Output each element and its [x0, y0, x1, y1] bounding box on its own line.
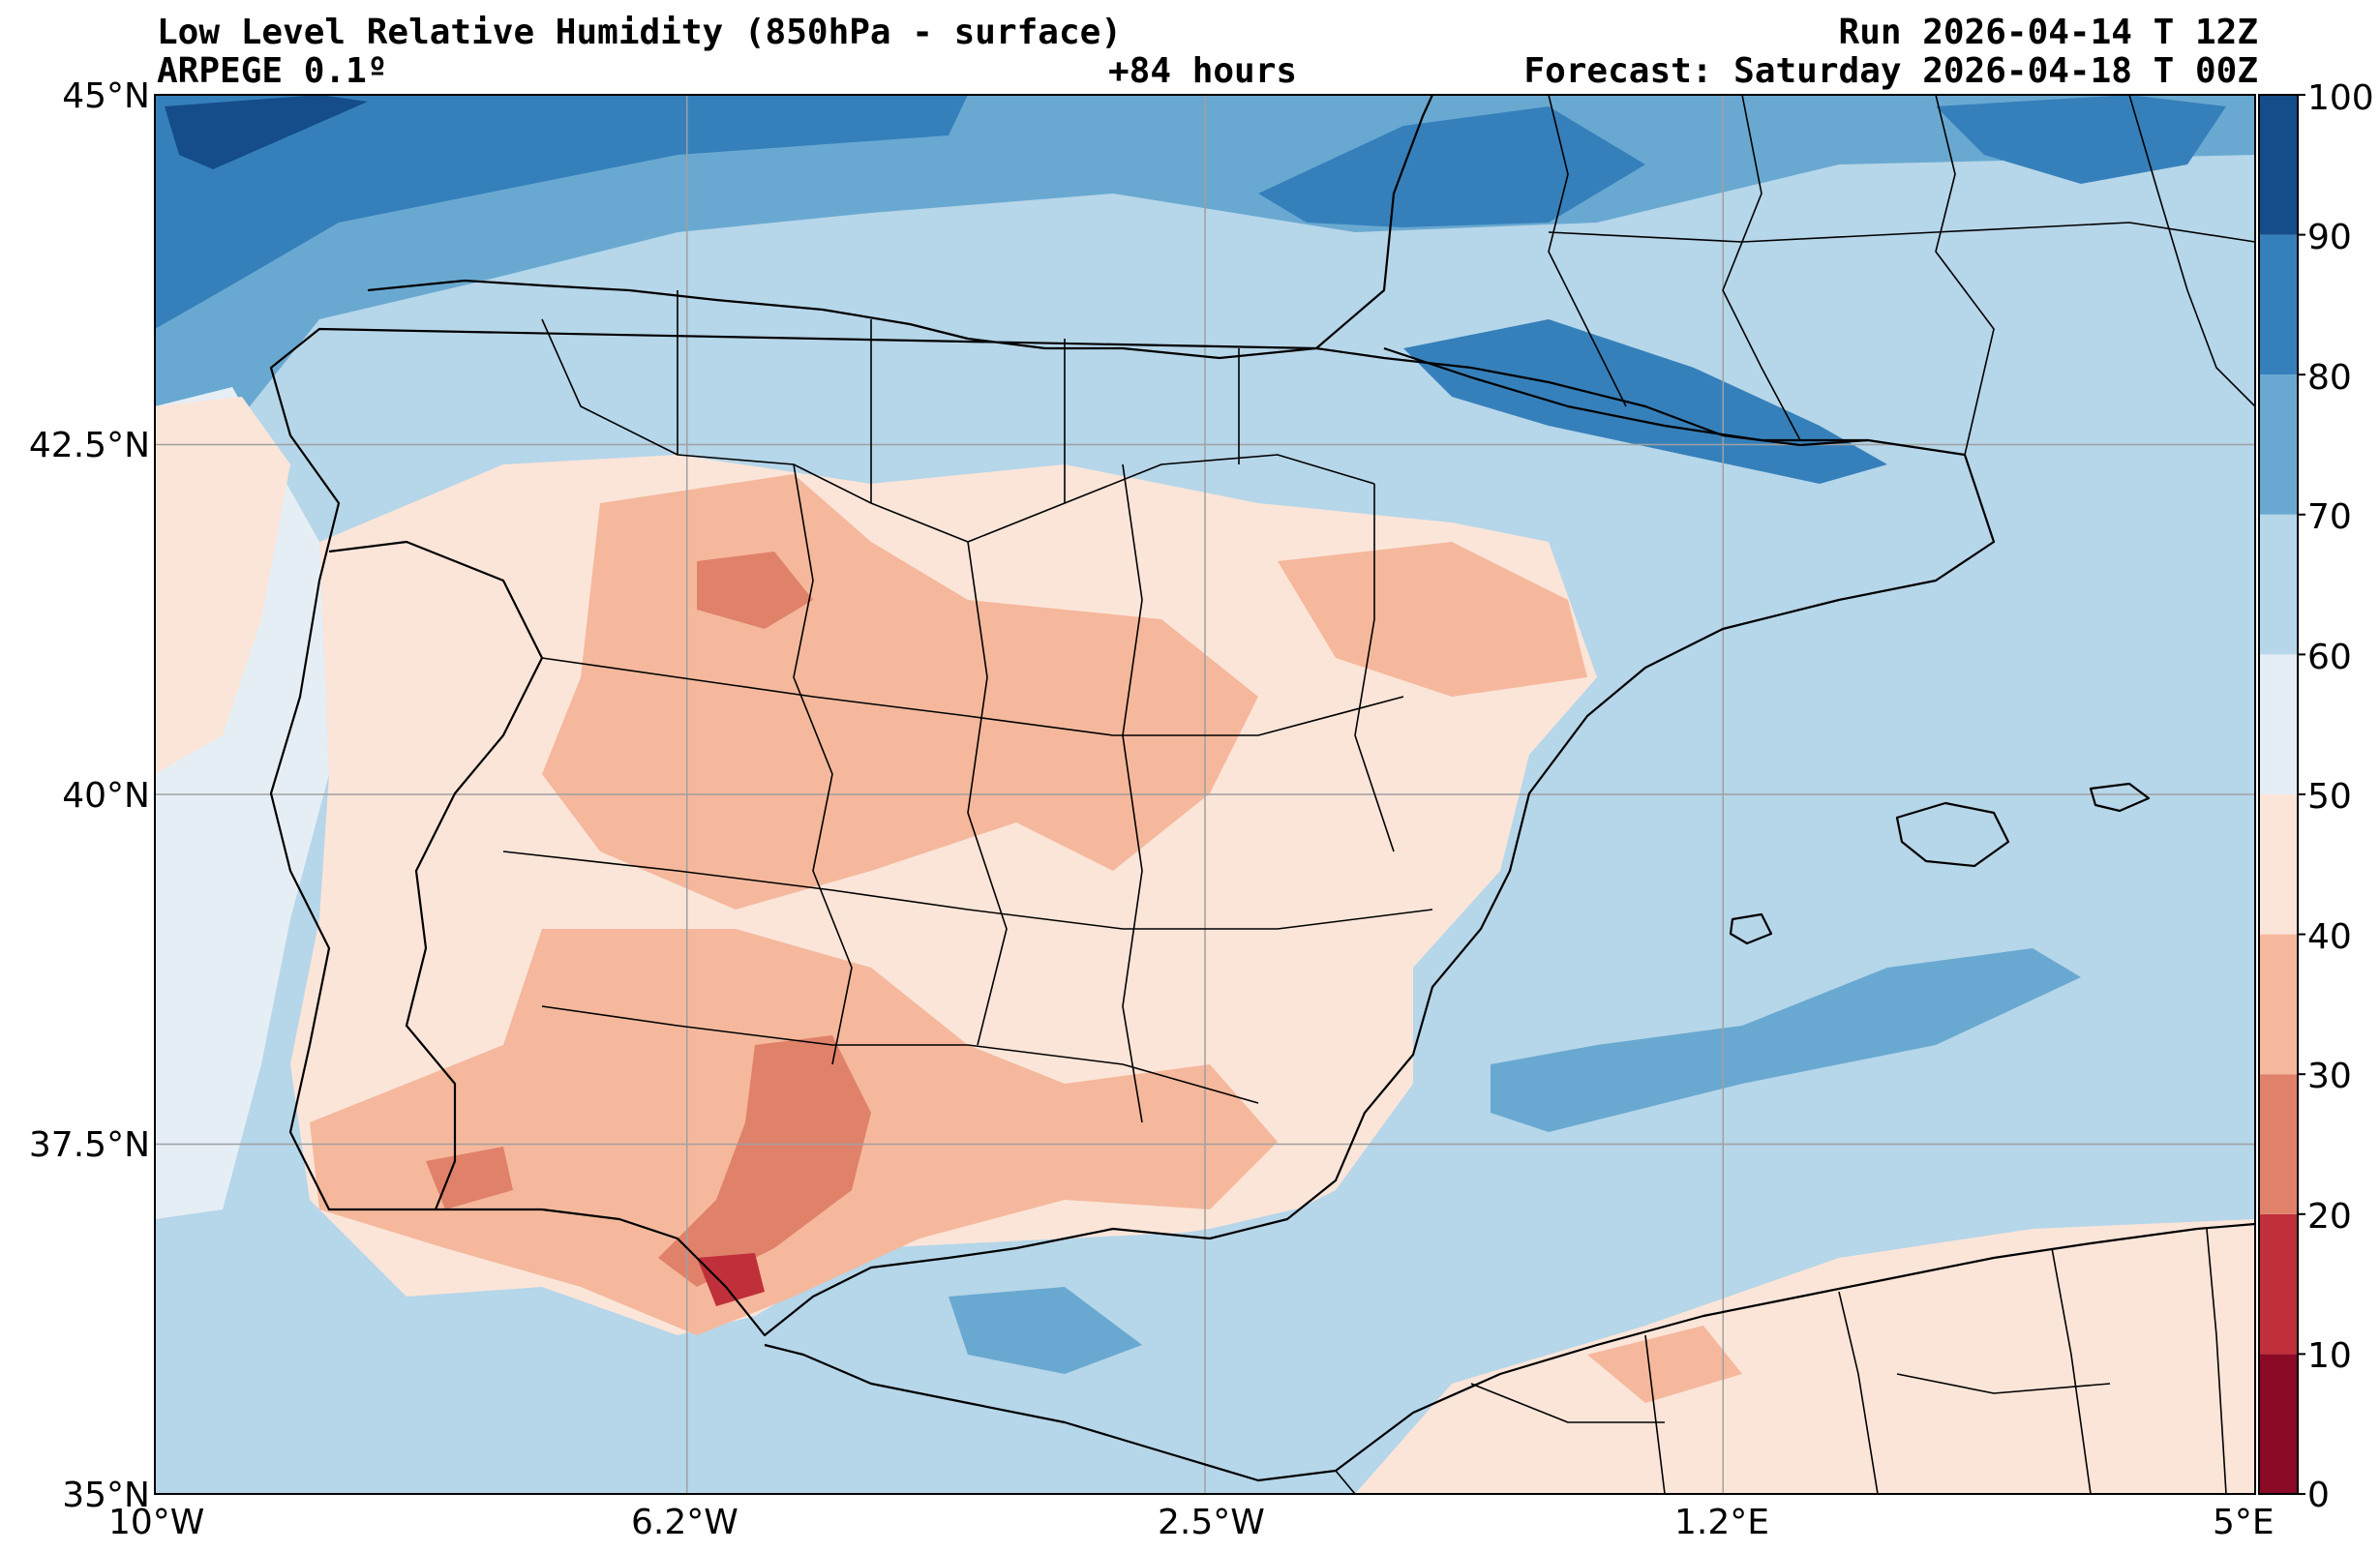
colorbar-tick-label: 40 — [2307, 917, 2352, 957]
spain-france-border — [1383, 346, 1868, 442]
colorbar-segment — [2259, 934, 2298, 1075]
colorbar-tick-label: 90 — [2307, 218, 2352, 257]
colorbar-tick-label: 80 — [2307, 358, 2352, 398]
model-label: ARPEGE 0.1º — [157, 51, 388, 91]
lon-tick-label: 1.2°E — [1674, 1503, 1769, 1542]
ibiza-coastline — [1729, 912, 1773, 945]
humidity-band-40-50-northafrica — [1355, 1219, 2255, 1494]
lat-tick-label: 35°N — [62, 1476, 150, 1515]
colorbar-segment — [2259, 1213, 2298, 1355]
map-title: Low Level Relative Humidity (850hPa - su… — [157, 13, 1122, 52]
lon-tick-label: 2.5°W — [1158, 1503, 1265, 1542]
forecast-time-label: Forecast: Saturday 2026-04-18 T 00Z — [1523, 51, 2258, 91]
colorbar-segment — [2259, 95, 2298, 235]
colorbar-segment — [2259, 374, 2298, 515]
humidity-band-20-30-duero — [697, 552, 813, 629]
province-borders — [502, 290, 1433, 1123]
colorbar-segment — [2259, 514, 2298, 655]
lat-tick-label: 42.5°N — [28, 426, 150, 465]
colorbar-tick-label: 60 — [2307, 638, 2352, 677]
colorbar-segment — [2259, 1354, 2298, 1494]
humidity-band-60-70-mediterranean — [871, 542, 2255, 1422]
mallorca-coastline — [1895, 801, 2010, 868]
colorbar-segment — [2259, 794, 2298, 935]
humidity-band-80-90-northeast — [1936, 95, 2226, 184]
humidity-band-70-80-northwest — [155, 95, 2255, 503]
humidity-band-10-20-strait — [697, 1253, 765, 1306]
humidity-band-90-100-northwest — [165, 95, 368, 169]
run-label: Run 2026-04-14 T 12Z — [1838, 13, 2258, 52]
humidity-band-20-30-guadalquivir — [658, 1035, 871, 1287]
colorbar-tick-label: 10 — [2307, 1336, 2352, 1376]
lat-tick-label: 45°N — [62, 76, 150, 116]
france-borders — [1548, 95, 2255, 456]
lat-tick-label: 37.5°N — [28, 1125, 150, 1165]
humidity-band-80-90-northwest — [155, 95, 968, 329]
humidity-band-70-80-mediterranean — [1491, 948, 2081, 1132]
menorca-coastline — [2089, 782, 2151, 813]
colorbar-tick-label: 20 — [2307, 1197, 2352, 1237]
plot-frame — [154, 94, 2256, 1495]
coastlines-and-borders — [269, 95, 2255, 1494]
lead-time-label: +84 hours — [1108, 51, 1298, 91]
colorbar-segment — [2259, 234, 2298, 375]
colorbar-tick-label: 50 — [2307, 777, 2352, 817]
humidity-band-30-40-east — [1278, 542, 1587, 697]
colorbar — [2258, 94, 2305, 1495]
humidity-band-80-90-pyrenees — [1403, 319, 1887, 484]
colorbar-tick-label: 30 — [2307, 1057, 2352, 1096]
humidity-band-80-90-biscay — [1258, 106, 1645, 227]
colorbar-frame — [2258, 94, 2299, 1495]
colorbar-tick-label: 0 — [2307, 1476, 2330, 1515]
colorbar-tick-label: 100 — [2307, 78, 2374, 118]
portugal-spain-border — [328, 540, 544, 1210]
humidity-band-20-30-southwest — [426, 1147, 513, 1209]
colorbar-tick-label: 70 — [2307, 497, 2352, 537]
north-africa-borders — [1335, 1228, 2227, 1494]
humidity-band-70-80-alboran — [949, 1287, 1142, 1374]
humidity-band-30-40-northafrica — [1587, 1326, 1742, 1403]
humidity-band-40-50-atlantic — [155, 397, 290, 774]
graticule — [155, 95, 2255, 1494]
colorbar-segment — [2259, 654, 2298, 794]
lon-tick-label: 10°W — [108, 1503, 205, 1542]
lon-tick-label: 5°E — [2213, 1503, 2275, 1542]
iberia-coastline — [269, 95, 1996, 1337]
lon-tick-label: 6.2°W — [631, 1503, 738, 1542]
north-africa-coastline — [764, 1222, 2255, 1482]
lat-tick-label: 40°N — [62, 776, 150, 816]
colorbar-segment — [2259, 1074, 2298, 1214]
